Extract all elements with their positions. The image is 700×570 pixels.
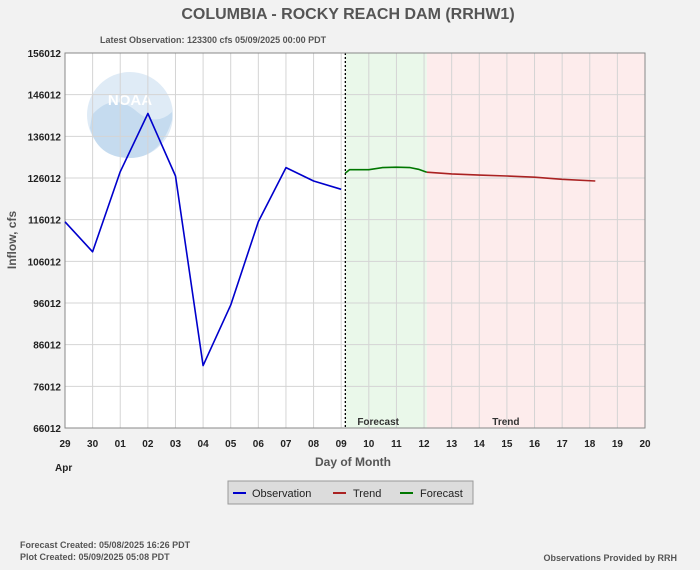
x-tick-label: 06	[253, 439, 265, 450]
x-tick-label: 16	[529, 439, 541, 450]
y-tick-label: 126012	[28, 174, 62, 185]
noaa-logo-text: NOAA	[108, 92, 152, 109]
x-tick-label: 12	[418, 439, 430, 450]
x-tick-label: 03	[170, 439, 182, 450]
series-line-forecast	[344, 166, 428, 174]
series-line-observation	[64, 112, 342, 367]
x-tick-label: 04	[198, 439, 210, 450]
y-tick-label: 156012	[28, 49, 62, 60]
x-tick-label: 20	[639, 439, 651, 450]
x-tick-label: 14	[474, 439, 486, 450]
x-tick-labels: 29 30 01 02 03 04 05 06 07 08 09 10 11 12 13 14 15 16 17 18…	[59, 439, 651, 450]
zone-labels-layer: Forecast Trend	[357, 417, 519, 428]
y-tick-label: 146012	[28, 91, 62, 102]
latest-observation-text: Latest Observation: 123300 cfs 05/09/202…	[100, 35, 327, 45]
x-tick-label: 15	[501, 439, 513, 450]
zone-label-trend: Trend	[492, 417, 519, 428]
chart-title: COLUMBIA - ROCKY REACH DAM (RRHW1)	[181, 6, 514, 23]
noaa-logo: NOAA	[87, 72, 173, 158]
x-tick-label: 09	[336, 439, 348, 450]
x-tick-label: 08	[308, 439, 320, 450]
zone-label-forecast: Forecast	[357, 417, 399, 428]
x-axis-label: Day of Month	[315, 455, 391, 469]
x-tick-label: 30	[87, 439, 99, 450]
forecast-created-text: Forecast Created: 05/08/2025 16:26 PDT	[20, 540, 191, 550]
plot-created-text: Plot Created: 05/09/2025 05:08 PDT	[20, 552, 170, 562]
y-axis-label: Inflow, cfs	[5, 211, 19, 270]
y-tick-label: 96012	[33, 299, 61, 310]
x-tick-label: 01	[115, 439, 127, 450]
x-tick-label: 07	[280, 439, 292, 450]
y-tick-label: 86012	[33, 341, 61, 352]
legend-observation-label: Observation	[252, 488, 311, 500]
legend-box	[227, 480, 474, 505]
y-tick-label: 66012	[33, 424, 61, 435]
series-line-trend	[426, 171, 596, 182]
x-tick-label: 05	[225, 439, 237, 450]
zones-layer	[345, 53, 645, 428]
legend: Observation Trend Forecast	[227, 480, 474, 505]
zone-forecast	[345, 53, 427, 428]
x-tick-label: 13	[446, 439, 458, 450]
zone-trend	[426, 53, 645, 428]
y-tick-labels: 66012 76012 86012 96012 106012 116012 126012 13…	[28, 49, 62, 435]
series-layer	[64, 112, 596, 367]
x-tick-label: 02	[142, 439, 154, 450]
y-tick-label: 76012	[33, 382, 61, 393]
y-tick-label: 136012	[28, 132, 62, 143]
x-tick-label: 11	[391, 439, 402, 450]
plot-border	[64, 52, 646, 429]
provided-by-text: Observations Provided by RRH	[543, 553, 677, 563]
legend-forecast-label: Forecast	[420, 488, 463, 500]
y-tick-label: 116012	[28, 216, 61, 227]
y-tick-label: 106012	[28, 257, 62, 268]
x-tick-label: 17	[557, 439, 569, 450]
x-tick-label: 29	[59, 439, 71, 450]
x-tick-label: 10	[363, 439, 375, 450]
x-tick-label: 18	[584, 439, 596, 450]
x-tick-label: 19	[612, 439, 624, 450]
month-label: Apr	[55, 463, 72, 474]
legend-trend-label: Trend	[353, 488, 381, 500]
